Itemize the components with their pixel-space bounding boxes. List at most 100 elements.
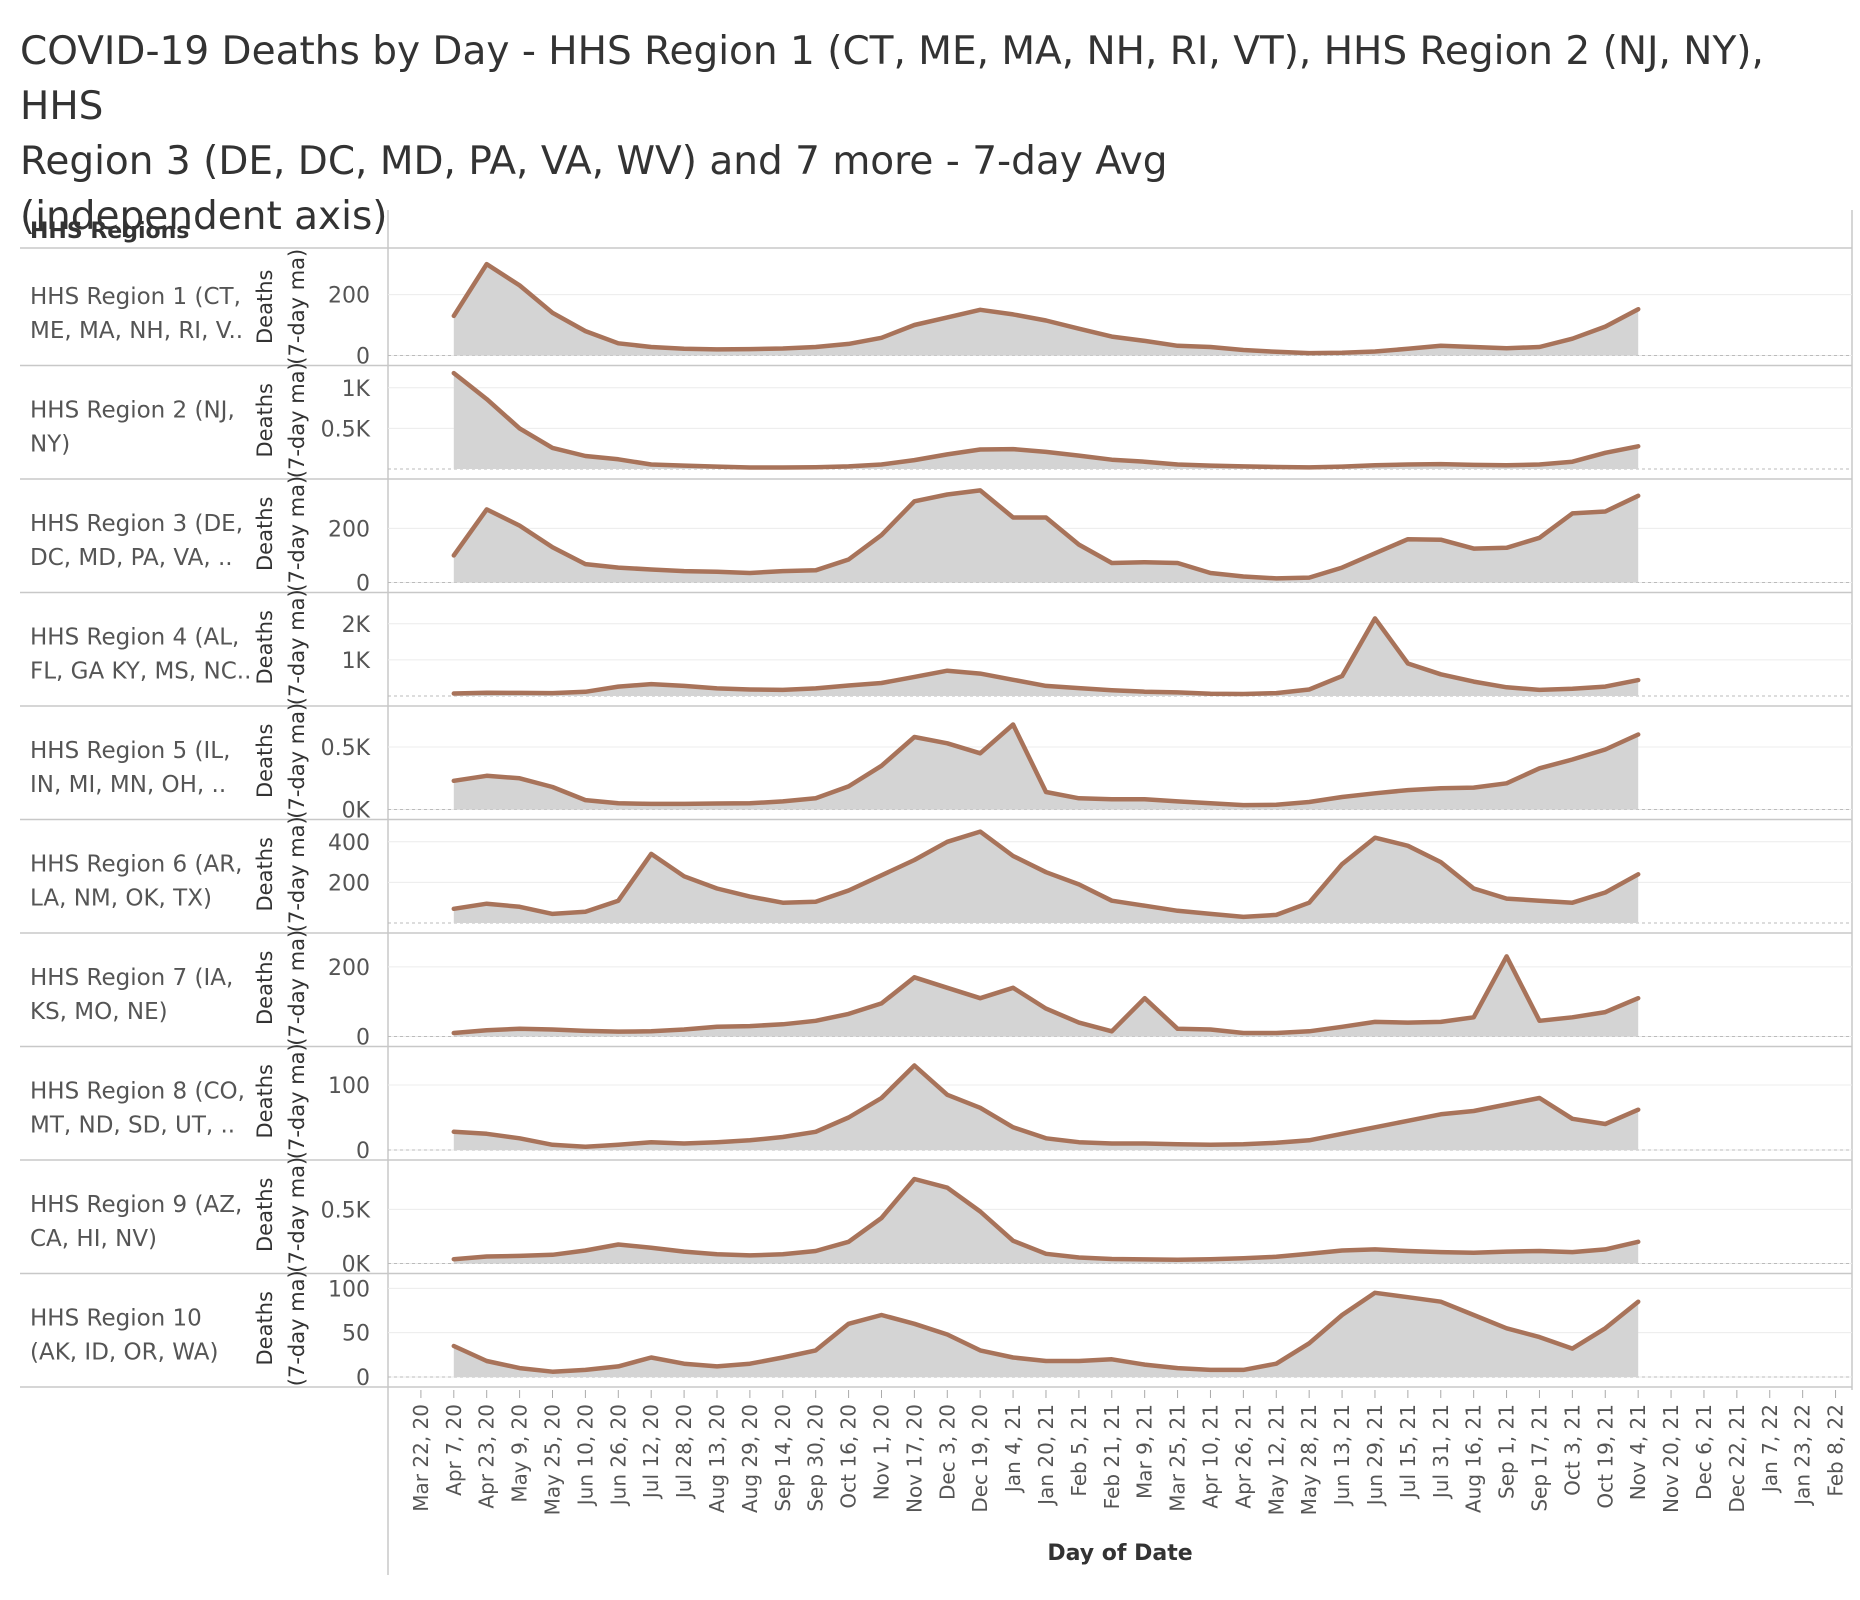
x-tick-label: Jan 23, 22 bbox=[1791, 1404, 1815, 1507]
y-axis-title: Deaths bbox=[253, 951, 277, 1025]
y-tick-label: 0 bbox=[356, 1366, 370, 1391]
region-label: CA, HI, NV) bbox=[30, 1226, 157, 1252]
y-axis-title: Deaths bbox=[253, 270, 277, 344]
x-tick-label: Sep 14, 20 bbox=[771, 1404, 795, 1512]
x-tick-label: Apr 26, 21 bbox=[1231, 1404, 1255, 1509]
x-tick-label: Jun 10, 20 bbox=[573, 1404, 597, 1507]
x-tick-label: May 28, 21 bbox=[1297, 1404, 1321, 1515]
y-tick-label: 0 bbox=[356, 1026, 370, 1051]
y-axis-title: (7-day ma) bbox=[285, 1043, 309, 1159]
x-tick-label: Oct 19, 21 bbox=[1593, 1404, 1617, 1509]
region-label: NY) bbox=[30, 432, 70, 458]
series-line bbox=[451, 616, 1641, 697]
series-area bbox=[453, 1179, 1639, 1264]
region-label: HHS Region 3 (DE, bbox=[30, 511, 243, 537]
x-tick-label: Jan 7, 22 bbox=[1758, 1404, 1782, 1494]
row-header-label: HHS Regions bbox=[30, 219, 189, 244]
x-tick-label: Jun 13, 21 bbox=[1330, 1404, 1354, 1507]
chart-title-line-1: COVID-19 Deaths by Day - HHS Region 1 (C… bbox=[20, 29, 1764, 129]
region-label: IN, MI, MN, OH, .. bbox=[30, 772, 226, 798]
series-line bbox=[451, 1290, 1641, 1374]
x-tick-label: Dec 3, 20 bbox=[935, 1404, 959, 1500]
x-tick-label: May 25, 20 bbox=[540, 1404, 564, 1515]
y-axis-title: Deaths bbox=[253, 383, 277, 457]
series-line bbox=[451, 829, 1641, 920]
y-tick-label: 200 bbox=[328, 284, 370, 309]
region-label: HHS Region 2 (NJ, bbox=[30, 398, 235, 424]
y-axis-title: Deaths bbox=[253, 1178, 277, 1252]
x-tick-label: Oct 3, 21 bbox=[1560, 1404, 1584, 1496]
x-tick-label: Nov 17, 20 bbox=[902, 1404, 926, 1513]
y-tick-label: 0.5K bbox=[321, 736, 371, 761]
y-axis-title: Deaths bbox=[253, 497, 277, 571]
x-tick-label: Jul 28, 20 bbox=[672, 1404, 696, 1500]
series-line bbox=[451, 954, 1641, 1036]
y-tick-label: 400 bbox=[328, 831, 370, 856]
region-label: (AK, ID, OR, WA) bbox=[30, 1340, 218, 1366]
region-label: HHS Region 1 (CT, bbox=[30, 284, 241, 310]
y-axis-title: (7-day ma) bbox=[285, 249, 309, 365]
y-axis-title: (7-day ma) bbox=[285, 362, 309, 478]
x-tick-label: Apr 7, 20 bbox=[442, 1404, 466, 1496]
y-axis-title: Deaths bbox=[253, 837, 277, 911]
y-tick-label: 0 bbox=[356, 572, 370, 597]
x-tick-label: Mar 9, 21 bbox=[1133, 1404, 1157, 1499]
x-tick-label: Nov 4, 21 bbox=[1626, 1404, 1650, 1500]
x-tick-label: Feb 21, 21 bbox=[1100, 1404, 1124, 1509]
x-tick-label: Sep 17, 21 bbox=[1527, 1404, 1551, 1512]
x-tick-label: Apr 10, 21 bbox=[1198, 1404, 1222, 1509]
x-tick-label: Mar 22, 20 bbox=[409, 1404, 433, 1512]
x-tick-label: Dec 6, 21 bbox=[1692, 1404, 1716, 1500]
x-tick-label: Sep 1, 21 bbox=[1495, 1404, 1519, 1499]
x-axis-title: Day of Date bbox=[1047, 1541, 1192, 1566]
y-tick-label: 200 bbox=[328, 517, 370, 542]
x-tick-label: Feb 8, 22 bbox=[1824, 1404, 1848, 1497]
series-area bbox=[453, 1065, 1639, 1150]
series-area bbox=[453, 724, 1639, 810]
region-label: LA, NM, OK, TX) bbox=[30, 886, 212, 912]
y-axis-title: (7-day ma) bbox=[285, 816, 309, 932]
x-tick-label: Jun 29, 21 bbox=[1363, 1404, 1387, 1507]
y-tick-label: 0K bbox=[342, 799, 371, 824]
x-tick-label: Feb 5, 21 bbox=[1067, 1404, 1091, 1497]
y-axis-title: Deaths bbox=[253, 1064, 277, 1138]
region-label: HHS Region 4 (AL, bbox=[30, 625, 239, 651]
series-area bbox=[453, 831, 1639, 923]
x-tick-label: Jul 31, 21 bbox=[1429, 1404, 1453, 1500]
series-line bbox=[451, 261, 1641, 356]
x-tick-label: Mar 25, 21 bbox=[1166, 1404, 1190, 1512]
y-tick-label: 50 bbox=[342, 1322, 370, 1347]
series-line bbox=[451, 722, 1641, 808]
x-tick-label: Aug 13, 20 bbox=[705, 1404, 729, 1513]
region-label: HHS Region 10 bbox=[30, 1306, 202, 1332]
region-label: HHS Region 9 (AZ, bbox=[30, 1192, 242, 1218]
y-axis-title: Deaths bbox=[253, 1291, 277, 1365]
region-label: MT, ND, SD, UT, .. bbox=[30, 1113, 235, 1139]
y-tick-label: 100 bbox=[328, 1074, 370, 1099]
series-area bbox=[453, 956, 1639, 1037]
y-tick-label: 200 bbox=[328, 956, 370, 981]
x-tick-label: Aug 29, 20 bbox=[738, 1404, 762, 1513]
x-tick-label: Nov 1, 20 bbox=[869, 1404, 893, 1500]
y-axis-title: (7-day ma) bbox=[285, 589, 309, 705]
region-label: DC, MD, PA, VA, .. bbox=[30, 545, 233, 571]
y-axis-title: (7-day ma) bbox=[285, 476, 309, 592]
region-label: ME, MA, NH, RI, V.. bbox=[30, 318, 243, 344]
x-tick-label: Oct 16, 20 bbox=[837, 1404, 861, 1509]
region-label: HHS Region 5 (IL, bbox=[30, 738, 230, 764]
x-tick-label: Jul 15, 21 bbox=[1396, 1404, 1420, 1500]
x-tick-label: May 12, 21 bbox=[1264, 1404, 1288, 1515]
series-area bbox=[453, 490, 1639, 583]
y-axis-title: Deaths bbox=[253, 610, 277, 684]
y-axis-title: Deaths bbox=[253, 724, 277, 798]
y-tick-label: 0.5K bbox=[321, 1198, 371, 1223]
x-tick-label: Nov 20, 21 bbox=[1659, 1404, 1683, 1513]
x-tick-label: May 9, 20 bbox=[508, 1404, 532, 1503]
series-area bbox=[453, 373, 1639, 469]
y-axis-title: (7-day ma) bbox=[285, 1270, 309, 1386]
x-tick-label: Dec 22, 21 bbox=[1725, 1404, 1749, 1513]
x-tick-label: Sep 30, 20 bbox=[804, 1404, 828, 1512]
series-area bbox=[453, 264, 1639, 356]
series-line bbox=[451, 1176, 1641, 1262]
